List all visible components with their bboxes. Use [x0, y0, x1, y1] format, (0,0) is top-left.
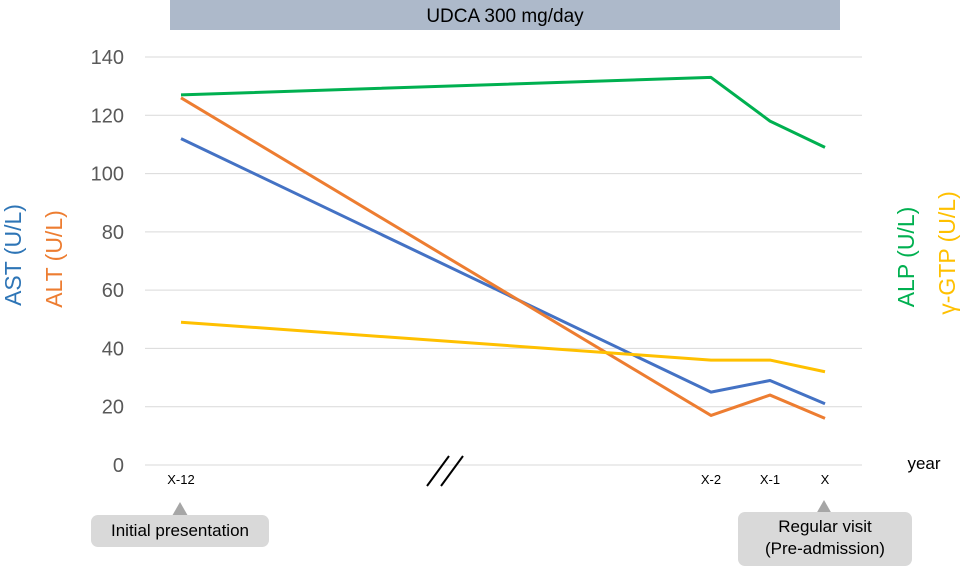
regular-visit-line1: Regular visit	[778, 517, 872, 536]
x-tick-labels: X-12 X-2 X-1 X	[167, 472, 829, 487]
x-tick-label: X	[821, 472, 830, 487]
x-unit-label: year	[907, 454, 940, 473]
y-tick-label: 80	[102, 222, 124, 244]
series-lines	[180, 75, 826, 420]
x-tick-label: X-2	[701, 472, 721, 487]
alp-axis-label: ALP (U/L)	[893, 207, 919, 308]
alt-axis-label: ALT (U/L)	[41, 210, 67, 308]
x-tick-label: X-1	[760, 472, 780, 487]
initial-pointer-icon	[172, 502, 188, 516]
axis-break-slash-2	[440, 455, 464, 487]
ggtp-series-line	[180, 320, 826, 374]
axis-break-slash-1	[426, 455, 450, 487]
y-tick-label: 20	[102, 397, 124, 419]
alt-series-line	[180, 96, 826, 420]
y-tick-label: 0	[113, 455, 124, 477]
y-tick-label: 60	[102, 280, 124, 302]
udca-banner: UDCA 300 mg/day	[170, 0, 840, 30]
regular-pointer-icon	[816, 500, 832, 514]
udca-banner-label: UDCA 300 mg/day	[426, 6, 584, 27]
udca-banner-bar	[170, 0, 840, 30]
ast-axis-label: AST (U/L)	[0, 204, 26, 306]
axis-break-mark	[426, 455, 464, 487]
right-axis-labels: ALP (U/L) γ-GTP (U/L)	[893, 191, 960, 315]
y-gridlines	[145, 56, 862, 466]
regular-visit-callout: Regular visit (Pre-admission)	[738, 512, 912, 566]
alp-series-line	[180, 75, 826, 149]
left-axis-labels: AST (U/L) ALT (U/L)	[0, 204, 67, 308]
y-tick-labels: 0 20 40 60 80 100 120 140	[91, 47, 124, 477]
y-tick-label: 100	[91, 164, 124, 186]
x-tick-label: X-12	[167, 472, 194, 487]
y-tick-label: 140	[91, 47, 124, 69]
ast-series-line	[180, 137, 826, 406]
regular-visit-line2: (Pre-admission)	[765, 539, 885, 558]
y-tick-label: 120	[91, 105, 124, 127]
initial-presentation-callout: Initial presentation	[91, 515, 269, 547]
ggtp-axis-label: γ-GTP (U/L)	[934, 191, 960, 315]
y-tick-label: 40	[102, 338, 124, 360]
